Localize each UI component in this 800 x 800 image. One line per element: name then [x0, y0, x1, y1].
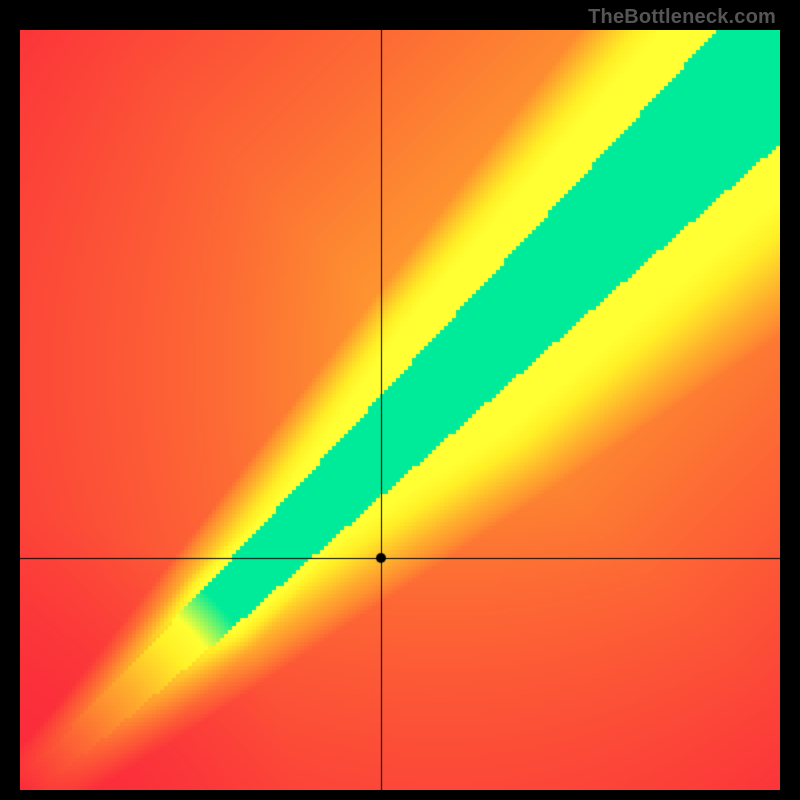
- watermark-text: TheBottleneck.com: [588, 6, 776, 29]
- bottleneck-heatmap: [20, 30, 780, 790]
- plot-frame: [20, 30, 780, 790]
